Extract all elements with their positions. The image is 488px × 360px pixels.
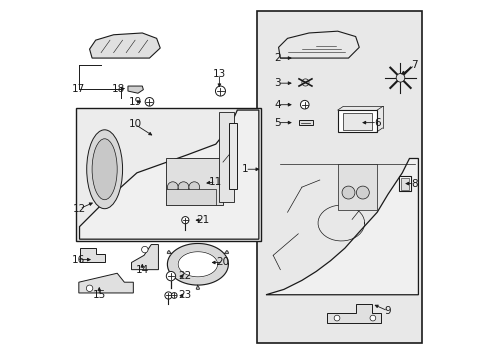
Text: 17: 17: [72, 84, 85, 94]
Polygon shape: [167, 243, 228, 285]
Text: 4: 4: [274, 100, 280, 110]
Bar: [337, 110, 376, 132]
Bar: [219, 112, 233, 202]
Circle shape: [166, 271, 175, 281]
Circle shape: [300, 100, 308, 109]
Polygon shape: [178, 252, 217, 277]
Text: 22: 22: [178, 271, 192, 281]
Polygon shape: [326, 304, 380, 323]
Circle shape: [301, 79, 308, 86]
Circle shape: [395, 73, 404, 82]
Circle shape: [341, 186, 354, 199]
Text: 20: 20: [216, 257, 229, 267]
Bar: [228, 123, 237, 189]
Circle shape: [145, 98, 153, 106]
Text: 10: 10: [128, 120, 142, 129]
Circle shape: [86, 285, 93, 292]
Text: 16: 16: [72, 255, 85, 265]
Circle shape: [369, 315, 375, 321]
Polygon shape: [80, 248, 104, 262]
Text: 18: 18: [111, 84, 124, 94]
Bar: [165, 189, 215, 205]
Circle shape: [178, 182, 188, 193]
Circle shape: [333, 315, 339, 321]
Bar: [343, 113, 371, 130]
Circle shape: [356, 186, 368, 199]
Text: 14: 14: [135, 265, 149, 275]
Text: 8: 8: [411, 179, 417, 189]
Bar: [399, 176, 410, 192]
Circle shape: [215, 86, 225, 96]
Text: 23: 23: [178, 291, 192, 301]
Text: 15: 15: [92, 291, 106, 301]
Text: 21: 21: [196, 215, 209, 225]
Bar: [337, 164, 376, 211]
Bar: [165, 158, 223, 205]
Text: 12: 12: [73, 204, 86, 214]
Text: 1: 1: [242, 164, 248, 174]
Text: 5: 5: [274, 118, 280, 128]
Circle shape: [167, 182, 178, 193]
Polygon shape: [224, 251, 228, 254]
Bar: [76, 108, 260, 241]
Ellipse shape: [86, 130, 122, 209]
Circle shape: [142, 246, 148, 253]
Bar: [400, 178, 408, 190]
Text: 13: 13: [212, 69, 225, 79]
Circle shape: [171, 293, 177, 298]
Text: 6: 6: [373, 118, 380, 128]
Polygon shape: [89, 33, 160, 58]
Polygon shape: [196, 285, 199, 289]
Ellipse shape: [92, 139, 117, 200]
Polygon shape: [79, 273, 133, 293]
Polygon shape: [265, 158, 418, 295]
Text: 9: 9: [384, 306, 390, 316]
Text: 19: 19: [128, 97, 142, 107]
Polygon shape: [128, 86, 143, 93]
Polygon shape: [167, 251, 171, 254]
Bar: [257, 12, 421, 343]
Circle shape: [182, 217, 188, 224]
Text: 7: 7: [411, 60, 417, 70]
Polygon shape: [278, 31, 359, 58]
Circle shape: [164, 292, 172, 299]
Circle shape: [188, 182, 199, 193]
Text: 2: 2: [274, 53, 280, 63]
Bar: [298, 120, 312, 126]
Polygon shape: [80, 110, 258, 239]
Polygon shape: [131, 244, 158, 270]
Text: 3: 3: [274, 78, 280, 88]
Text: 11: 11: [209, 177, 222, 187]
